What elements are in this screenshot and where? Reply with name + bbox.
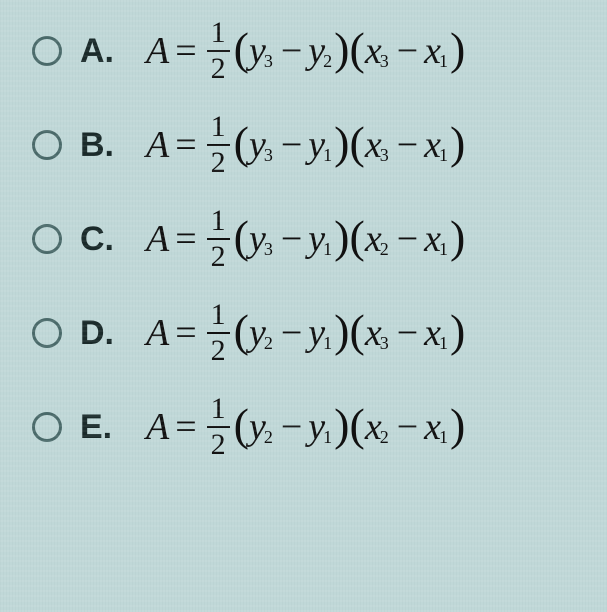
minus: − [281,32,302,70]
option-a[interactable]: A. A = 1 2 ( y3 − y2 ) ( x3 − x1 ) [10,18,597,84]
var-A: A [146,32,169,70]
rparen: ) [334,214,349,260]
minus: − [397,408,418,446]
lparen: ( [350,26,365,72]
rparen: ) [450,402,465,448]
sub: 2 [380,240,389,258]
rparen: ) [450,120,465,166]
minus: − [397,220,418,258]
lparen: ( [350,402,365,448]
minus: − [397,126,418,164]
sub: 1 [439,146,448,164]
numerator: 1 [207,18,230,48]
sub: 1 [323,334,332,352]
lparen: ( [350,308,365,354]
denominator: 2 [207,54,230,84]
formula-b: A = 1 2 ( y3 − y1 ) ( x3 − x1 ) [146,112,465,178]
sub: 3 [264,240,273,258]
formula-a: A = 1 2 ( y3 − y2 ) ( x3 − x1 ) [146,18,465,84]
formula-c: A = 1 2 ( y3 − y1 ) ( x2 − x1 ) [146,206,465,272]
option-d[interactable]: D. A = 1 2 ( y2 − y1 ) ( x3 − x1 ) [10,300,597,366]
minus: − [281,314,302,352]
sub: 1 [323,428,332,446]
denominator: 2 [207,148,230,178]
numerator: 1 [207,112,230,142]
minus: − [281,220,302,258]
rparen: ) [334,402,349,448]
sub: 1 [323,240,332,258]
rparen: ) [450,308,465,354]
rparen: ) [334,308,349,354]
denominator: 2 [207,336,230,366]
var-A: A [146,408,169,446]
rparen: ) [450,214,465,260]
equals: = [175,408,196,446]
sub: 2 [264,428,273,446]
sub: 2 [264,334,273,352]
minus: − [281,408,302,446]
option-letter: D. [80,314,128,353]
sub: 1 [439,52,448,70]
denominator: 2 [207,430,230,460]
radio-c[interactable] [32,224,62,254]
minus: − [397,32,418,70]
rparen: ) [334,26,349,72]
lparen: ( [350,214,365,260]
option-letter: E. [80,408,128,447]
radio-a[interactable] [32,36,62,66]
option-b[interactable]: B. A = 1 2 ( y3 − y1 ) ( x3 − x1 ) [10,112,597,178]
radio-e[interactable] [32,412,62,442]
radio-b[interactable] [32,130,62,160]
minus: − [281,126,302,164]
var-A: A [146,220,169,258]
sub: 3 [264,52,273,70]
sub: 3 [264,146,273,164]
option-c[interactable]: C. A = 1 2 ( y3 − y1 ) ( x2 − x1 ) [10,206,597,272]
one-half: 1 2 [207,112,230,178]
equals: = [175,32,196,70]
sub: 1 [439,334,448,352]
equals: = [175,314,196,352]
numerator: 1 [207,300,230,330]
lparen: ( [234,402,249,448]
sub: 2 [323,52,332,70]
option-letter: A. [80,32,128,71]
one-half: 1 2 [207,18,230,84]
one-half: 1 2 [207,394,230,460]
sub: 1 [323,146,332,164]
sub: 3 [380,146,389,164]
sub: 2 [380,428,389,446]
one-half: 1 2 [207,206,230,272]
var-A: A [146,126,169,164]
lparen: ( [234,26,249,72]
minus: − [397,314,418,352]
sub: 1 [439,240,448,258]
rparen: ) [450,26,465,72]
formula-e: A = 1 2 ( y2 − y1 ) ( x2 − x1 ) [146,394,465,460]
var-A: A [146,314,169,352]
sub: 1 [439,428,448,446]
rparen: ) [334,120,349,166]
option-e[interactable]: E. A = 1 2 ( y2 − y1 ) ( x2 − x1 ) [10,394,597,460]
lparen: ( [234,308,249,354]
denominator: 2 [207,242,230,272]
equals: = [175,220,196,258]
sub: 3 [380,52,389,70]
numerator: 1 [207,394,230,424]
one-half: 1 2 [207,300,230,366]
option-letter: C. [80,220,128,259]
lparen: ( [234,120,249,166]
option-letter: B. [80,126,128,165]
lparen: ( [234,214,249,260]
lparen: ( [350,120,365,166]
sub: 3 [380,334,389,352]
equals: = [175,126,196,164]
radio-d[interactable] [32,318,62,348]
numerator: 1 [207,206,230,236]
formula-d: A = 1 2 ( y2 − y1 ) ( x3 − x1 ) [146,300,465,366]
